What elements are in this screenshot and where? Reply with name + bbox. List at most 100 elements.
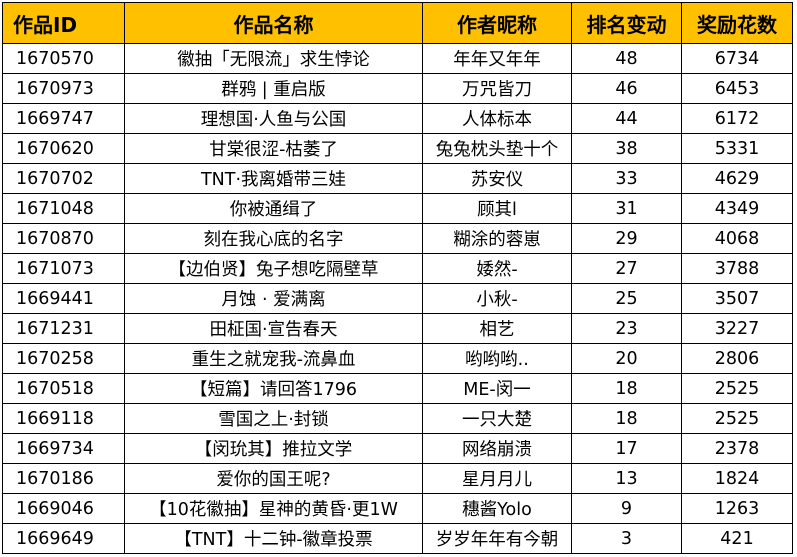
work-title-cell: 【TNT】十二钟-徽章投票 — [124, 523, 423, 554]
reward-flowers-cell: 3788 — [681, 253, 793, 284]
work-id-cell: 1671073 — [2, 253, 125, 284]
work-id-cell: 1670870 — [2, 223, 125, 254]
work-title-cell: 田柾国·宣告春天 — [124, 313, 423, 344]
work-title-cell: 群鸦 | 重启版 — [124, 73, 423, 104]
rank-change-cell: 44 — [571, 103, 682, 134]
table-row: 1669046 【10花徽抽】星神的黄昏·更1W 穗酱Yolo 9 1263 — [2, 493, 793, 524]
table-row: 1669747 理想国·人鱼与公国 人体标本 44 6172 — [2, 103, 793, 134]
reward-flowers-cell: 4349 — [681, 193, 793, 224]
table-row: 1670702 TNT·我离婚带三娃 苏安仪 33 4629 — [2, 163, 793, 194]
reward-flowers-cell: 2525 — [681, 373, 793, 404]
rank-change-cell: 29 — [571, 223, 682, 254]
work-id-cell: 1670973 — [2, 73, 125, 104]
header-author-nickname: 作者昵称 — [422, 2, 572, 44]
author-nickname-cell: 小秋- — [422, 283, 572, 314]
author-nickname-cell: 哟哟哟.. — [422, 343, 572, 374]
table-row: 1669649 【TNT】十二钟-徽章投票 岁岁年年有今朝 3 421 — [2, 523, 793, 554]
work-id-cell: 1670570 — [2, 43, 125, 74]
reward-flowers-cell: 4068 — [681, 223, 793, 254]
work-id-cell: 1670258 — [2, 343, 125, 374]
author-nickname-cell: 兔兔枕头垫十个 — [422, 133, 572, 164]
work-id-cell: 1671231 — [2, 313, 125, 344]
table-row: 1670570 徽抽「无限流」求生悖论 年年又年年 48 6734 — [2, 43, 793, 74]
table-row: 1669734 【闵玧其】推拉文学 网络崩溃 17 2378 — [2, 433, 793, 464]
rank-change-cell: 20 — [571, 343, 682, 374]
reward-flowers-cell: 2806 — [681, 343, 793, 374]
table-row: 1670973 群鸦 | 重启版 万咒皆刀 46 6453 — [2, 73, 793, 104]
work-id-cell: 1670620 — [2, 133, 125, 164]
work-title-cell: 【10花徽抽】星神的黄昏·更1W — [124, 493, 423, 524]
work-title-cell: TNT·我离婚带三娃 — [124, 163, 423, 194]
author-nickname-cell: 相艺 — [422, 313, 572, 344]
reward-flowers-cell: 6172 — [681, 103, 793, 134]
work-title-cell: 甘棠很涩-枯萎了 — [124, 133, 423, 164]
table-row: 1671231 田柾国·宣告春天 相艺 23 3227 — [2, 313, 793, 344]
header-row: 作品ID 作品名称 作者昵称 排名变动 奖励花数 — [2, 2, 793, 44]
reward-flowers-cell: 6734 — [681, 43, 793, 74]
reward-flowers-cell: 2378 — [681, 433, 793, 464]
reward-flowers-cell: 1263 — [681, 493, 793, 524]
table-row: 1670258 重生之就宠我-流鼻血 哟哟哟.. 20 2806 — [2, 343, 793, 374]
rank-change-cell: 18 — [571, 403, 682, 434]
work-id-cell: 1669649 — [2, 523, 125, 554]
header-reward-flowers: 奖励花数 — [681, 2, 793, 44]
work-title-cell: 【闵玧其】推拉文学 — [124, 433, 423, 464]
reward-flowers-cell: 1824 — [681, 463, 793, 494]
author-nickname-cell: 一只大楚 — [422, 403, 572, 434]
author-nickname-cell: 婑然- — [422, 253, 572, 284]
rank-change-cell: 18 — [571, 373, 682, 404]
work-title-cell: 重生之就宠我-流鼻血 — [124, 343, 423, 374]
work-title-cell: 理想国·人鱼与公国 — [124, 103, 423, 134]
author-nickname-cell: 穗酱Yolo — [422, 493, 572, 524]
work-id-cell: 1669441 — [2, 283, 125, 314]
table-row: 1670870 刻在我心底的名字 糊涂的蓉崽 29 4068 — [2, 223, 793, 254]
rank-change-cell: 31 — [571, 193, 682, 224]
reward-flowers-cell: 3507 — [681, 283, 793, 314]
table-row: 1669441 月蚀 · 爱满离 小秋- 25 3507 — [2, 283, 793, 314]
reward-flowers-cell: 421 — [681, 523, 793, 554]
work-id-cell: 1669046 — [2, 493, 125, 524]
table-row: 1670620 甘棠很涩-枯萎了 兔兔枕头垫十个 38 5331 — [2, 133, 793, 164]
work-id-cell: 1670702 — [2, 163, 125, 194]
reward-flowers-cell: 4629 — [681, 163, 793, 194]
work-id-cell: 1670518 — [2, 373, 125, 404]
author-nickname-cell: 万咒皆刀 — [422, 73, 572, 104]
rank-change-cell: 3 — [571, 523, 682, 554]
table-row: 1670186 爱你的国王呢? 星月月儿 13 1824 — [2, 463, 793, 494]
table-header: 作品ID 作品名称 作者昵称 排名变动 奖励花数 — [2, 2, 793, 44]
work-title-cell: 【边伯贤】兔子想吃隔壁草 — [124, 253, 423, 284]
rank-change-cell: 23 — [571, 313, 682, 344]
work-title-cell: 爱你的国王呢? — [124, 463, 423, 494]
author-nickname-cell: 网络崩溃 — [422, 433, 572, 464]
work-id-cell: 1669118 — [2, 403, 125, 434]
table-row: 1671048 你被通缉了 顾其l 31 4349 — [2, 193, 793, 224]
rank-change-cell: 9 — [571, 493, 682, 524]
work-title-cell: 【短篇】请回答1796 — [124, 373, 423, 404]
table-row: 1671073 【边伯贤】兔子想吃隔壁草 婑然- 27 3788 — [2, 253, 793, 284]
author-nickname-cell: 年年又年年 — [422, 43, 572, 74]
reward-flowers-cell: 5331 — [681, 133, 793, 164]
work-id-cell: 1669734 — [2, 433, 125, 464]
reward-flowers-cell: 3227 — [681, 313, 793, 344]
work-id-cell: 1669747 — [2, 103, 125, 134]
table-row: 1670518 【短篇】请回答1796 ME-闵一 18 2525 — [2, 373, 793, 404]
work-title-cell: 月蚀 · 爱满离 — [124, 283, 423, 314]
author-nickname-cell: 人体标本 — [422, 103, 572, 134]
header-rank-change: 排名变动 — [571, 2, 682, 44]
rank-change-cell: 17 — [571, 433, 682, 464]
author-nickname-cell: 星月月儿 — [422, 463, 572, 494]
work-title-cell: 你被通缉了 — [124, 193, 423, 224]
work-id-cell: 1671048 — [2, 193, 125, 224]
table-body: 1670570 徽抽「无限流」求生悖论 年年又年年 48 6734 1670973 群鸦 |… — [2, 43, 793, 554]
author-nickname-cell: 糊涂的蓉崽 — [422, 223, 572, 254]
reward-flowers-cell: 6453 — [681, 73, 793, 104]
rank-change-cell: 48 — [571, 43, 682, 74]
rank-change-cell: 38 — [571, 133, 682, 164]
rank-change-cell: 25 — [571, 283, 682, 314]
work-title-cell: 刻在我心底的名字 — [124, 223, 423, 254]
rank-change-cell: 27 — [571, 253, 682, 284]
author-nickname-cell: ME-闵一 — [422, 373, 572, 404]
rank-change-cell: 33 — [571, 163, 682, 194]
work-title-cell: 雪国之上·封锁 — [124, 403, 423, 434]
